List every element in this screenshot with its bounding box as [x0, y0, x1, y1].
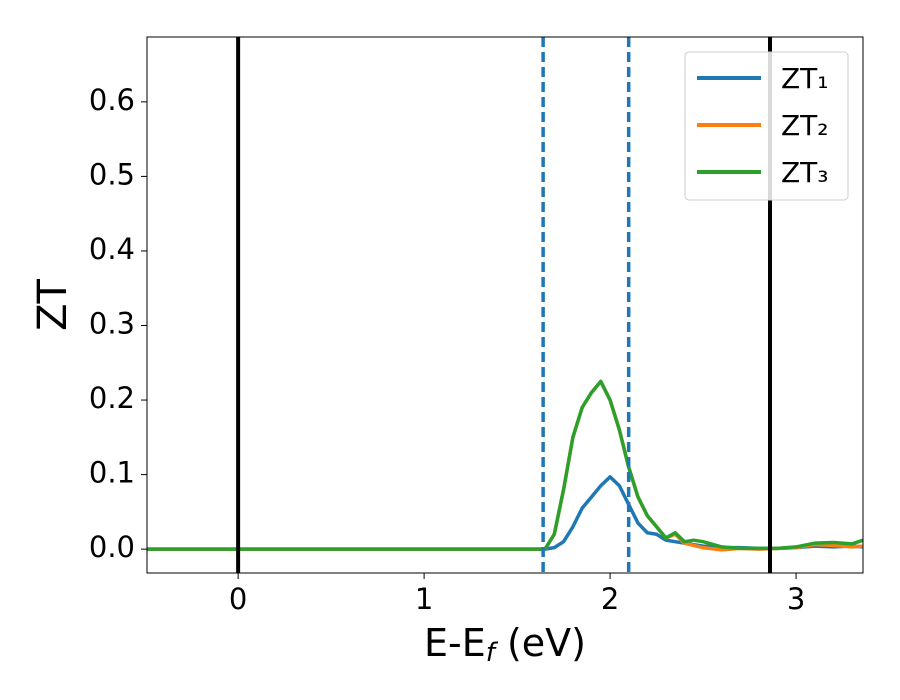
y-tick-label: 0.5: [89, 157, 135, 191]
y-tick-label: 0.2: [89, 381, 135, 415]
data-line: [147, 379, 864, 551]
y-tick-label: 0.1: [89, 456, 135, 490]
x-tick-label: 2: [601, 582, 619, 616]
x-tick-label: 3: [787, 582, 805, 616]
y-tick-label: 0.3: [89, 307, 135, 341]
y-tick-label: 0.6: [89, 83, 135, 117]
x-tick-label: 1: [415, 582, 433, 616]
y-axis-label: ZT: [30, 279, 76, 331]
data-line: [147, 475, 864, 551]
legend-label: ZT₂: [781, 109, 829, 142]
plot-frame: [146, 36, 864, 574]
x-label-main: E-E: [424, 621, 486, 665]
legend-label: ZT₁: [781, 62, 829, 95]
legend-label: ZT₃: [781, 156, 829, 189]
x-tick-label: 0: [229, 582, 247, 616]
x-label-unit: (eV): [495, 621, 586, 665]
data-line: [147, 379, 864, 552]
y-tick-label: 0.0: [89, 530, 135, 564]
x-axis-label: E-Ef (eV): [424, 621, 586, 668]
y-tick-label: 0.4: [89, 232, 135, 266]
legend-box: [684, 51, 849, 201]
